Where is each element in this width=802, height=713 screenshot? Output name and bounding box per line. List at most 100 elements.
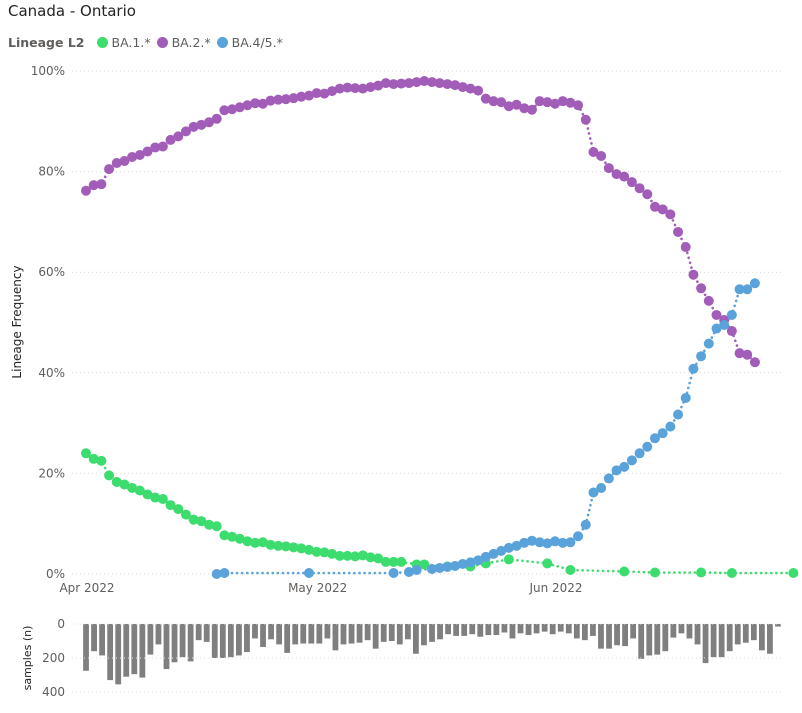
data-point[interactable] bbox=[673, 226, 684, 237]
sample-bar[interactable] bbox=[581, 624, 588, 641]
data-point[interactable] bbox=[726, 567, 737, 578]
data-point[interactable] bbox=[157, 141, 168, 152]
sample-bar[interactable] bbox=[461, 624, 468, 636]
sample-bar[interactable] bbox=[718, 624, 725, 658]
data-point[interactable] bbox=[480, 93, 491, 104]
sample-bar[interactable] bbox=[268, 624, 274, 640]
data-point[interactable] bbox=[96, 179, 107, 190]
sample-bar[interactable] bbox=[734, 624, 741, 645]
data-point[interactable] bbox=[726, 309, 737, 320]
data-point[interactable] bbox=[603, 473, 614, 484]
sample-bar[interactable] bbox=[219, 624, 226, 658]
data-point[interactable] bbox=[134, 485, 145, 496]
data-point[interactable] bbox=[496, 545, 507, 556]
data-point[interactable] bbox=[157, 494, 168, 505]
data-point[interactable] bbox=[442, 79, 453, 90]
sample-bar[interactable] bbox=[662, 624, 669, 652]
data-point[interactable] bbox=[434, 562, 445, 573]
data-point[interactable] bbox=[319, 88, 330, 99]
data-point[interactable] bbox=[680, 242, 691, 253]
data-point[interactable] bbox=[542, 538, 553, 549]
data-point[interactable] bbox=[726, 326, 737, 337]
data-point[interactable] bbox=[234, 102, 245, 113]
sample-bar[interactable] bbox=[525, 624, 532, 636]
data-point[interactable] bbox=[242, 536, 253, 547]
data-point[interactable] bbox=[465, 557, 476, 568]
data-point[interactable] bbox=[511, 99, 522, 110]
sample-bar[interactable] bbox=[429, 624, 435, 642]
sample-bar[interactable] bbox=[107, 624, 114, 681]
sample-bar[interactable] bbox=[541, 624, 548, 632]
sample-bar[interactable] bbox=[638, 624, 645, 659]
sample-bar[interactable] bbox=[187, 624, 194, 662]
data-point[interactable] bbox=[211, 521, 222, 532]
sample-bar[interactable] bbox=[557, 624, 564, 632]
sample-bar[interactable] bbox=[155, 624, 162, 645]
data-point[interactable] bbox=[350, 83, 361, 94]
data-point[interactable] bbox=[665, 421, 676, 432]
sample-bar[interactable] bbox=[726, 624, 733, 652]
sample-bar[interactable] bbox=[147, 624, 154, 655]
sample-bar[interactable] bbox=[742, 624, 749, 643]
data-point[interactable] bbox=[596, 482, 607, 493]
data-point[interactable] bbox=[496, 97, 507, 108]
data-point[interactable] bbox=[749, 278, 760, 289]
data-point[interactable] bbox=[480, 551, 491, 562]
data-point[interactable] bbox=[380, 556, 391, 567]
data-point[interactable] bbox=[180, 509, 191, 520]
data-point[interactable] bbox=[403, 566, 414, 577]
data-point[interactable] bbox=[634, 448, 645, 459]
data-point[interactable] bbox=[634, 183, 645, 194]
data-point[interactable] bbox=[303, 567, 314, 578]
sample-bar[interactable] bbox=[421, 624, 427, 646]
data-point[interactable] bbox=[603, 163, 614, 174]
data-point[interactable] bbox=[711, 309, 722, 320]
data-point[interactable] bbox=[365, 82, 376, 93]
data-point[interactable] bbox=[734, 284, 745, 295]
sample-bar[interactable] bbox=[750, 624, 757, 641]
data-point[interactable] bbox=[242, 100, 253, 111]
sample-bar[interactable] bbox=[614, 624, 620, 646]
sample-bar[interactable] bbox=[630, 624, 637, 639]
data-point[interactable] bbox=[296, 91, 307, 102]
data-point[interactable] bbox=[573, 531, 584, 542]
data-point[interactable] bbox=[303, 90, 314, 101]
data-point[interactable] bbox=[565, 537, 576, 548]
data-point[interactable] bbox=[665, 209, 676, 220]
data-point[interactable] bbox=[411, 564, 422, 575]
data-point[interactable] bbox=[534, 537, 545, 548]
data-point[interactable] bbox=[473, 555, 484, 566]
data-point[interactable] bbox=[373, 553, 384, 564]
data-point[interactable] bbox=[88, 180, 99, 191]
data-point[interactable] bbox=[250, 537, 261, 548]
data-point[interactable] bbox=[557, 537, 568, 548]
data-point[interactable] bbox=[165, 500, 176, 511]
data-point[interactable] bbox=[119, 479, 130, 490]
sample-bar[interactable] bbox=[710, 624, 717, 658]
data-point[interactable] bbox=[280, 541, 291, 552]
sample-bar[interactable] bbox=[115, 624, 122, 685]
data-point[interactable] bbox=[788, 567, 799, 578]
data-point[interactable] bbox=[419, 76, 430, 87]
data-point[interactable] bbox=[580, 519, 591, 530]
sample-bar[interactable] bbox=[139, 624, 146, 678]
data-point[interactable] bbox=[388, 567, 399, 578]
data-point[interactable] bbox=[273, 540, 284, 551]
data-point[interactable] bbox=[165, 134, 176, 145]
data-point[interactable] bbox=[473, 85, 484, 96]
sample-bar[interactable] bbox=[99, 624, 106, 656]
sample-bar[interactable] bbox=[445, 624, 451, 635]
sample-bar[interactable] bbox=[348, 624, 355, 644]
sample-bar[interactable] bbox=[364, 624, 371, 641]
data-point[interactable] bbox=[580, 114, 591, 125]
sample-bar[interactable] bbox=[388, 624, 395, 641]
data-point[interactable] bbox=[465, 83, 476, 94]
data-point[interactable] bbox=[519, 103, 530, 114]
data-point[interactable] bbox=[303, 544, 314, 555]
data-point[interactable] bbox=[557, 96, 568, 107]
sample-bar[interactable] bbox=[236, 624, 242, 656]
sample-bar[interactable] bbox=[244, 624, 250, 653]
data-point[interactable] bbox=[388, 556, 399, 567]
data-point[interactable] bbox=[134, 150, 145, 161]
data-point[interactable] bbox=[427, 77, 437, 88]
